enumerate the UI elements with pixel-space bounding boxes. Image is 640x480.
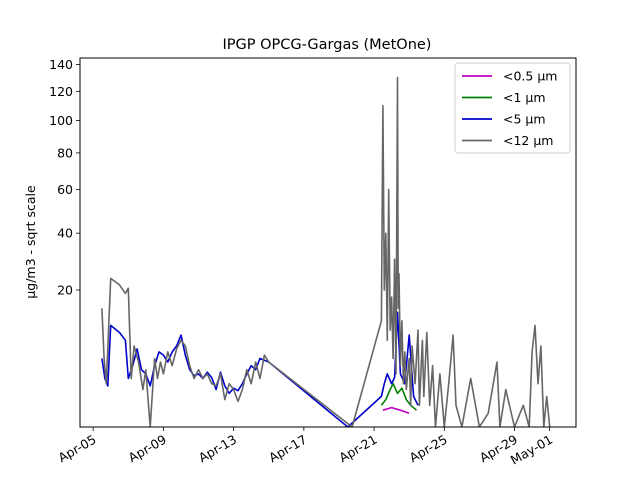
y-tick-label: 100	[49, 113, 73, 128]
series-line-0	[382, 406, 410, 415]
legend-entry-label: <12 µm	[503, 133, 553, 148]
series-line-3	[101, 76, 551, 427]
series-line-2	[101, 311, 419, 427]
y-tick-label: 140	[49, 57, 73, 72]
legend: <0.5 µm <1 µm <5 µm <12 µm	[454, 62, 571, 154]
y-tick-label: 40	[57, 226, 73, 241]
y-tick-label: 20	[57, 282, 73, 297]
legend-entry-label: <0.5 µm	[503, 69, 557, 84]
legend-entry-label: <1 µm	[503, 90, 546, 105]
chart-title: IPGP OPCG-Gargas (MetOne)	[223, 37, 432, 53]
series-line-1	[380, 382, 418, 411]
y-axis: 20 40 60 80 100 120 140	[49, 57, 80, 297]
series-layer	[101, 76, 551, 427]
legend-frame	[454, 62, 571, 154]
y-tick-label: 60	[57, 182, 73, 197]
y-tick-label: 120	[49, 84, 73, 99]
y-tick-label: 80	[57, 145, 73, 160]
plot-frame	[79, 57, 577, 428]
y-axis-label: µg/m3 - sqrt scale	[23, 185, 38, 299]
legend-entry-label: <5 µm	[503, 112, 546, 127]
